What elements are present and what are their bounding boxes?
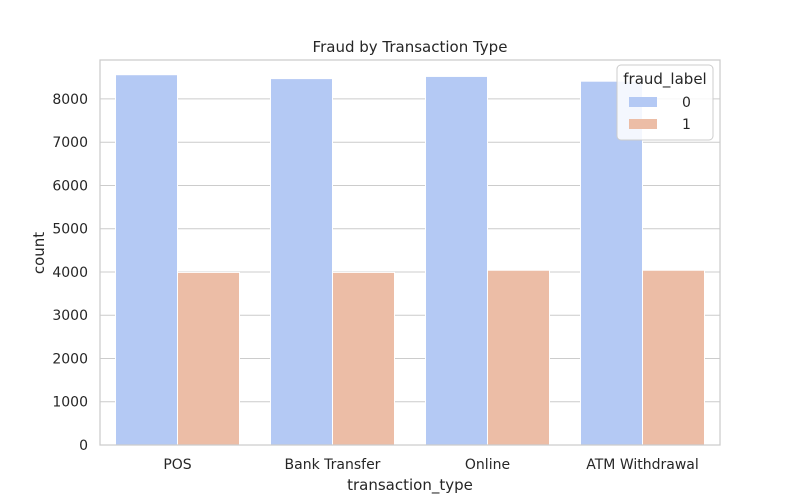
bar-pos-1 (177, 271, 240, 446)
y-tick-label: 2000 (52, 351, 88, 367)
legend-swatch-1 (629, 119, 657, 129)
x-tick-label: Bank Transfer (285, 457, 381, 473)
bar-bank-transfer-0 (270, 78, 333, 446)
y-tick-label: 5000 (52, 222, 88, 238)
y-tick-label: 1000 (52, 395, 88, 411)
y-tick-label: 4000 (52, 265, 88, 281)
legend-label-1: 1 (682, 117, 691, 133)
y-tick-label: 0 (79, 438, 88, 454)
y-tick-labels: 0 1000 2000 3000 4000 5000 6000 7000 8000 (52, 92, 88, 454)
bar-pos-0 (115, 74, 178, 446)
legend-label-0: 0 (682, 95, 691, 111)
bar-atm-withdrawal-1 (642, 269, 705, 446)
legend-title: fraud_label (623, 70, 706, 89)
bar-bank-transfer-1 (332, 271, 395, 446)
legend-swatch-0 (629, 97, 657, 107)
x-tick-label: POS (163, 457, 191, 473)
y-tick-label: 8000 (52, 92, 88, 108)
legend: fraud_label 0 1 (616, 64, 714, 141)
y-tick-label: 6000 (52, 178, 88, 194)
x-tick-label: ATM Withdrawal (586, 457, 699, 473)
y-tick-label: 3000 (52, 308, 88, 324)
y-tick-label: 7000 (52, 135, 88, 151)
x-tick-label: Online (465, 457, 510, 473)
x-axis-label: transaction_type (347, 476, 473, 495)
chart-title: Fraud by Transaction Type (313, 38, 508, 56)
y-axis-label: count (30, 232, 48, 274)
bars (115, 74, 705, 446)
x-tick-labels: POS Bank Transfer Online ATM Withdrawal (163, 457, 698, 473)
bar-online-1 (487, 269, 550, 446)
bar-atm-withdrawal-0 (580, 80, 643, 446)
bar-online-0 (425, 75, 488, 446)
plot-frame (99, 59, 721, 446)
